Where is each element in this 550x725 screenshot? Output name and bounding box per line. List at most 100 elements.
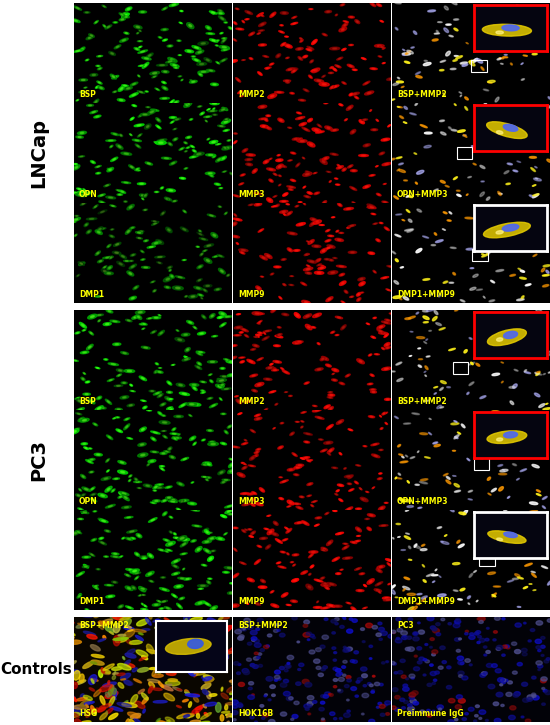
Ellipse shape <box>336 489 339 492</box>
Ellipse shape <box>324 405 330 409</box>
Ellipse shape <box>107 245 110 248</box>
Ellipse shape <box>367 206 376 209</box>
Ellipse shape <box>236 399 241 404</box>
Ellipse shape <box>182 501 183 502</box>
Ellipse shape <box>85 609 89 610</box>
Ellipse shape <box>265 67 269 69</box>
Circle shape <box>465 659 470 663</box>
Circle shape <box>257 656 260 658</box>
Ellipse shape <box>229 426 230 427</box>
Ellipse shape <box>478 223 486 225</box>
Ellipse shape <box>358 278 365 281</box>
Ellipse shape <box>124 680 131 685</box>
Ellipse shape <box>181 578 184 579</box>
Ellipse shape <box>312 219 315 220</box>
Circle shape <box>513 693 519 697</box>
Ellipse shape <box>179 178 185 179</box>
Ellipse shape <box>78 400 81 402</box>
Ellipse shape <box>255 453 257 454</box>
Ellipse shape <box>124 680 133 685</box>
Ellipse shape <box>421 596 427 599</box>
Circle shape <box>276 624 279 626</box>
Ellipse shape <box>439 576 441 577</box>
Ellipse shape <box>394 196 398 199</box>
Ellipse shape <box>210 558 212 560</box>
Ellipse shape <box>125 426 128 428</box>
Ellipse shape <box>330 407 332 410</box>
Ellipse shape <box>82 487 91 492</box>
Ellipse shape <box>521 63 523 65</box>
Ellipse shape <box>288 160 292 161</box>
Ellipse shape <box>449 212 452 214</box>
Ellipse shape <box>228 468 235 473</box>
Ellipse shape <box>229 698 238 700</box>
Ellipse shape <box>210 636 216 642</box>
Ellipse shape <box>328 392 333 393</box>
Circle shape <box>462 676 468 680</box>
Circle shape <box>469 635 475 639</box>
Ellipse shape <box>239 91 241 93</box>
Circle shape <box>393 631 395 634</box>
Ellipse shape <box>230 375 233 376</box>
Ellipse shape <box>141 251 143 252</box>
Ellipse shape <box>518 268 521 270</box>
Ellipse shape <box>189 322 191 323</box>
Ellipse shape <box>350 170 357 172</box>
Ellipse shape <box>72 218 80 222</box>
Ellipse shape <box>114 553 117 554</box>
Ellipse shape <box>93 611 100 615</box>
Ellipse shape <box>177 482 184 486</box>
Ellipse shape <box>98 397 100 399</box>
Ellipse shape <box>120 674 131 679</box>
Ellipse shape <box>280 297 281 299</box>
Ellipse shape <box>358 294 360 295</box>
Ellipse shape <box>240 562 246 565</box>
Ellipse shape <box>141 588 144 589</box>
Ellipse shape <box>349 429 351 430</box>
Circle shape <box>486 650 490 653</box>
Ellipse shape <box>285 57 289 59</box>
Ellipse shape <box>255 345 257 347</box>
Ellipse shape <box>363 446 367 447</box>
Ellipse shape <box>307 118 312 122</box>
Ellipse shape <box>496 536 498 539</box>
Ellipse shape <box>167 266 172 269</box>
Ellipse shape <box>323 76 324 77</box>
Ellipse shape <box>91 660 104 665</box>
Circle shape <box>294 701 299 705</box>
Ellipse shape <box>365 83 368 84</box>
Ellipse shape <box>283 193 288 196</box>
Ellipse shape <box>317 601 318 602</box>
Ellipse shape <box>184 334 188 335</box>
Ellipse shape <box>153 392 162 395</box>
Circle shape <box>309 650 315 654</box>
Ellipse shape <box>122 493 126 494</box>
Ellipse shape <box>223 315 233 318</box>
Ellipse shape <box>206 476 211 479</box>
Ellipse shape <box>308 460 312 461</box>
Ellipse shape <box>89 291 90 293</box>
Ellipse shape <box>438 594 446 597</box>
Ellipse shape <box>108 310 111 312</box>
Ellipse shape <box>257 323 260 324</box>
Ellipse shape <box>349 476 351 478</box>
Ellipse shape <box>324 158 327 160</box>
Bar <box>453 362 469 374</box>
Ellipse shape <box>225 213 227 214</box>
Ellipse shape <box>299 496 304 498</box>
Ellipse shape <box>336 605 339 607</box>
Ellipse shape <box>79 156 85 157</box>
Ellipse shape <box>98 320 100 321</box>
Ellipse shape <box>174 560 178 562</box>
Ellipse shape <box>370 515 373 516</box>
Ellipse shape <box>90 111 97 114</box>
Ellipse shape <box>82 494 84 495</box>
Ellipse shape <box>348 225 355 227</box>
Ellipse shape <box>109 235 114 238</box>
Ellipse shape <box>498 473 507 475</box>
Ellipse shape <box>175 634 183 637</box>
Ellipse shape <box>261 587 264 588</box>
Ellipse shape <box>356 292 361 296</box>
Ellipse shape <box>112 688 117 695</box>
Text: MMP3: MMP3 <box>238 497 265 506</box>
